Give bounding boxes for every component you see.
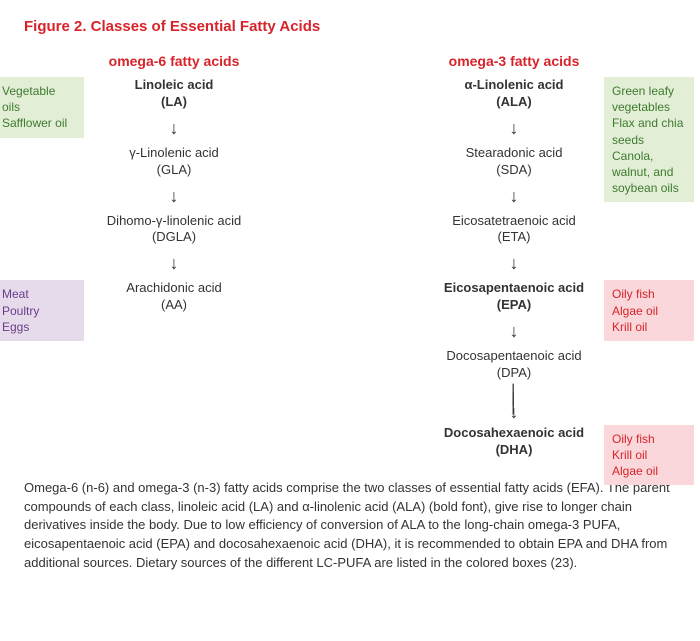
source-line: Canola, walnut, and <box>612 148 686 180</box>
node-name: Stearadonic acid <box>434 145 594 162</box>
omega3-node: Eicosapentaenoic acid(EPA)Oily fishAlgae… <box>434 280 594 314</box>
omega3-node: Eicosatetraenoic acid(ETA) <box>434 213 594 247</box>
source-line: Krill oil <box>612 447 686 463</box>
node-name: Eicosatetraenoic acid <box>434 213 594 230</box>
node-name: γ-Linolenic acid <box>94 145 254 162</box>
node-name: Eicosapentaenoic acid <box>434 280 594 297</box>
source-line: Krill oil <box>612 319 686 335</box>
source-line: vegetables <box>612 99 686 115</box>
source-box-green: Vegetable oilsSafflower oil <box>0 77 84 138</box>
source-box-green: Green leafyvegetablesFlax and chia seeds… <box>604 77 694 202</box>
source-line: Green leafy <box>612 83 686 99</box>
node-name: α-Linolenic acid <box>434 77 594 94</box>
omega3-column: omega-3 fatty acids α-Linolenic acid(ALA… <box>354 53 674 461</box>
figure-title: Figure 2. Classes of Essential Fatty Aci… <box>24 18 676 35</box>
node-name: Dihomo-γ-linolenic acid <box>94 213 254 230</box>
omega6-node: Dihomo-γ-linolenic acid(DGLA) <box>94 213 254 247</box>
node-abbr: (DHA) <box>434 442 594 459</box>
node-name: Docosahexaenoic acid <box>434 425 594 442</box>
arrow-down-icon: ↓ <box>510 187 519 205</box>
omega6-node: γ-Linolenic acid(GLA) <box>94 145 254 179</box>
node-abbr: (SDA) <box>434 162 594 179</box>
omega3-node: Stearadonic acid(SDA) <box>434 145 594 179</box>
omega3-node: Docosapentaenoic acid(DPA) <box>434 348 594 382</box>
node-abbr: (ETA) <box>434 229 594 246</box>
node-name: Arachidonic acid <box>94 280 254 297</box>
node-name: Docosapentaenoic acid <box>434 348 594 365</box>
arrow-down-icon: ↓ <box>510 254 519 272</box>
source-line: soybean oils <box>612 180 686 196</box>
source-line: Algae oil <box>612 463 686 479</box>
source-line: Eggs <box>2 319 76 335</box>
source-box-pink: Oily fishAlgae oilKrill oil <box>604 280 694 341</box>
node-abbr: (LA) <box>94 94 254 111</box>
omega3-node: α-Linolenic acid(ALA)Green leafyvegetabl… <box>434 77 594 111</box>
arrow-down-icon: ↓ <box>510 322 519 340</box>
arrow-down-icon: ↓ <box>170 254 179 272</box>
omega6-node: Arachidonic acid(AA)MeatPoultryEggs <box>94 280 254 314</box>
source-line: Vegetable oils <box>2 83 76 115</box>
source-line: Poultry <box>2 303 76 319</box>
omega6-node: Linoleic acid(LA)Vegetable oilsSafflower… <box>94 77 254 111</box>
source-line: Oily fish <box>612 431 686 447</box>
source-line: Meat <box>2 286 76 302</box>
figure-caption: Omega-6 (n-6) and omega-3 (n-3) fatty ac… <box>24 479 676 573</box>
omega3-node: Docosahexaenoic acid(DHA)Oily fishKrill … <box>434 425 594 459</box>
node-abbr: (DPA) <box>434 365 594 382</box>
omega3-header: omega-3 fatty acids <box>449 53 580 69</box>
node-abbr: (AA) <box>94 297 254 314</box>
arrow-down-icon: ││↓ <box>508 390 519 417</box>
source-box-pink: Oily fishKrill oilAlgae oil <box>604 425 694 486</box>
source-box-purple: MeatPoultryEggs <box>0 280 84 341</box>
arrow-down-icon: ↓ <box>510 119 519 137</box>
omega6-header: omega-6 fatty acids <box>109 53 240 69</box>
omega6-column: omega-6 fatty acids Linoleic acid(LA)Veg… <box>24 53 324 461</box>
arrow-down-icon: ↓ <box>170 187 179 205</box>
node-abbr: (EPA) <box>434 297 594 314</box>
source-line: Safflower oil <box>2 115 76 131</box>
node-name: Linoleic acid <box>94 77 254 94</box>
node-abbr: (ALA) <box>434 94 594 111</box>
node-abbr: (GLA) <box>94 162 254 179</box>
source-line: Oily fish <box>612 286 686 302</box>
source-line: Algae oil <box>612 303 686 319</box>
arrow-down-icon: ↓ <box>170 119 179 137</box>
diagram-columns: omega-6 fatty acids Linoleic acid(LA)Veg… <box>24 53 676 461</box>
node-abbr: (DGLA) <box>94 229 254 246</box>
source-line: Flax and chia seeds <box>612 115 686 147</box>
